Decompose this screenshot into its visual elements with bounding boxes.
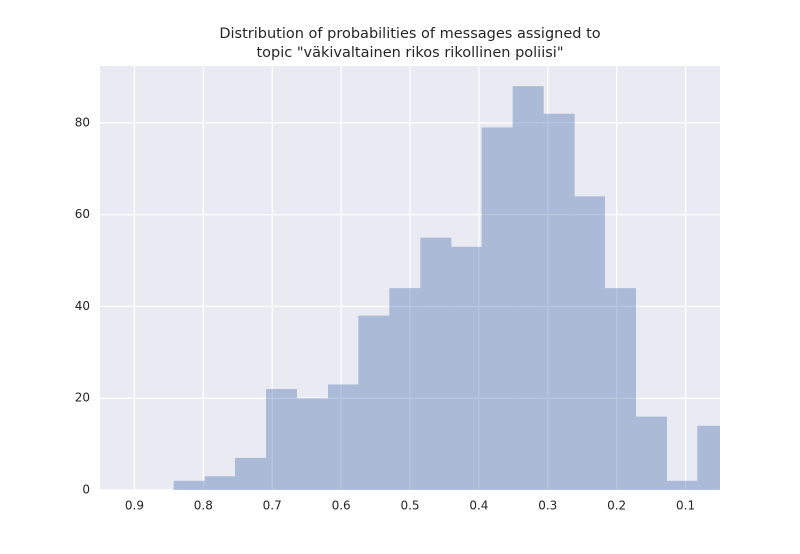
x-tick-label: 0.5	[400, 499, 419, 513]
bar	[420, 237, 452, 490]
bar	[328, 384, 359, 490]
y-tick-label: 20	[75, 391, 90, 405]
bar	[481, 127, 513, 490]
y-tick-label: 80	[75, 115, 90, 129]
bar	[574, 196, 605, 490]
y-tick-label: 40	[75, 299, 90, 313]
x-tick-label: 0.8	[194, 499, 213, 513]
x-tick-label: 0.9	[125, 499, 144, 513]
bar	[204, 476, 236, 490]
bar	[389, 288, 421, 490]
bar	[512, 86, 544, 490]
chart-title: Distribution of probabilities of message…	[219, 26, 600, 42]
x-tick-label: 0.2	[607, 499, 626, 513]
bar	[666, 480, 698, 490]
bar	[173, 480, 205, 490]
bar	[297, 398, 329, 490]
bar	[697, 425, 720, 490]
bar	[635, 416, 667, 490]
bar	[235, 457, 267, 490]
y-tick-label: 60	[75, 207, 90, 221]
bar	[358, 315, 390, 490]
y-tick-label: 0	[82, 483, 90, 497]
x-tick-label: 0.6	[332, 499, 351, 513]
bar	[451, 246, 482, 490]
x-tick-label: 0.3	[538, 499, 557, 513]
chart-title: topic "väkivaltainen rikos rikollinen po…	[257, 45, 564, 61]
bar	[604, 288, 636, 490]
x-tick-label: 0.7	[263, 499, 282, 513]
bar	[266, 389, 298, 490]
bar	[543, 113, 575, 490]
x-tick-label: 0.1	[676, 499, 695, 513]
x-tick-label: 0.4	[469, 499, 488, 513]
